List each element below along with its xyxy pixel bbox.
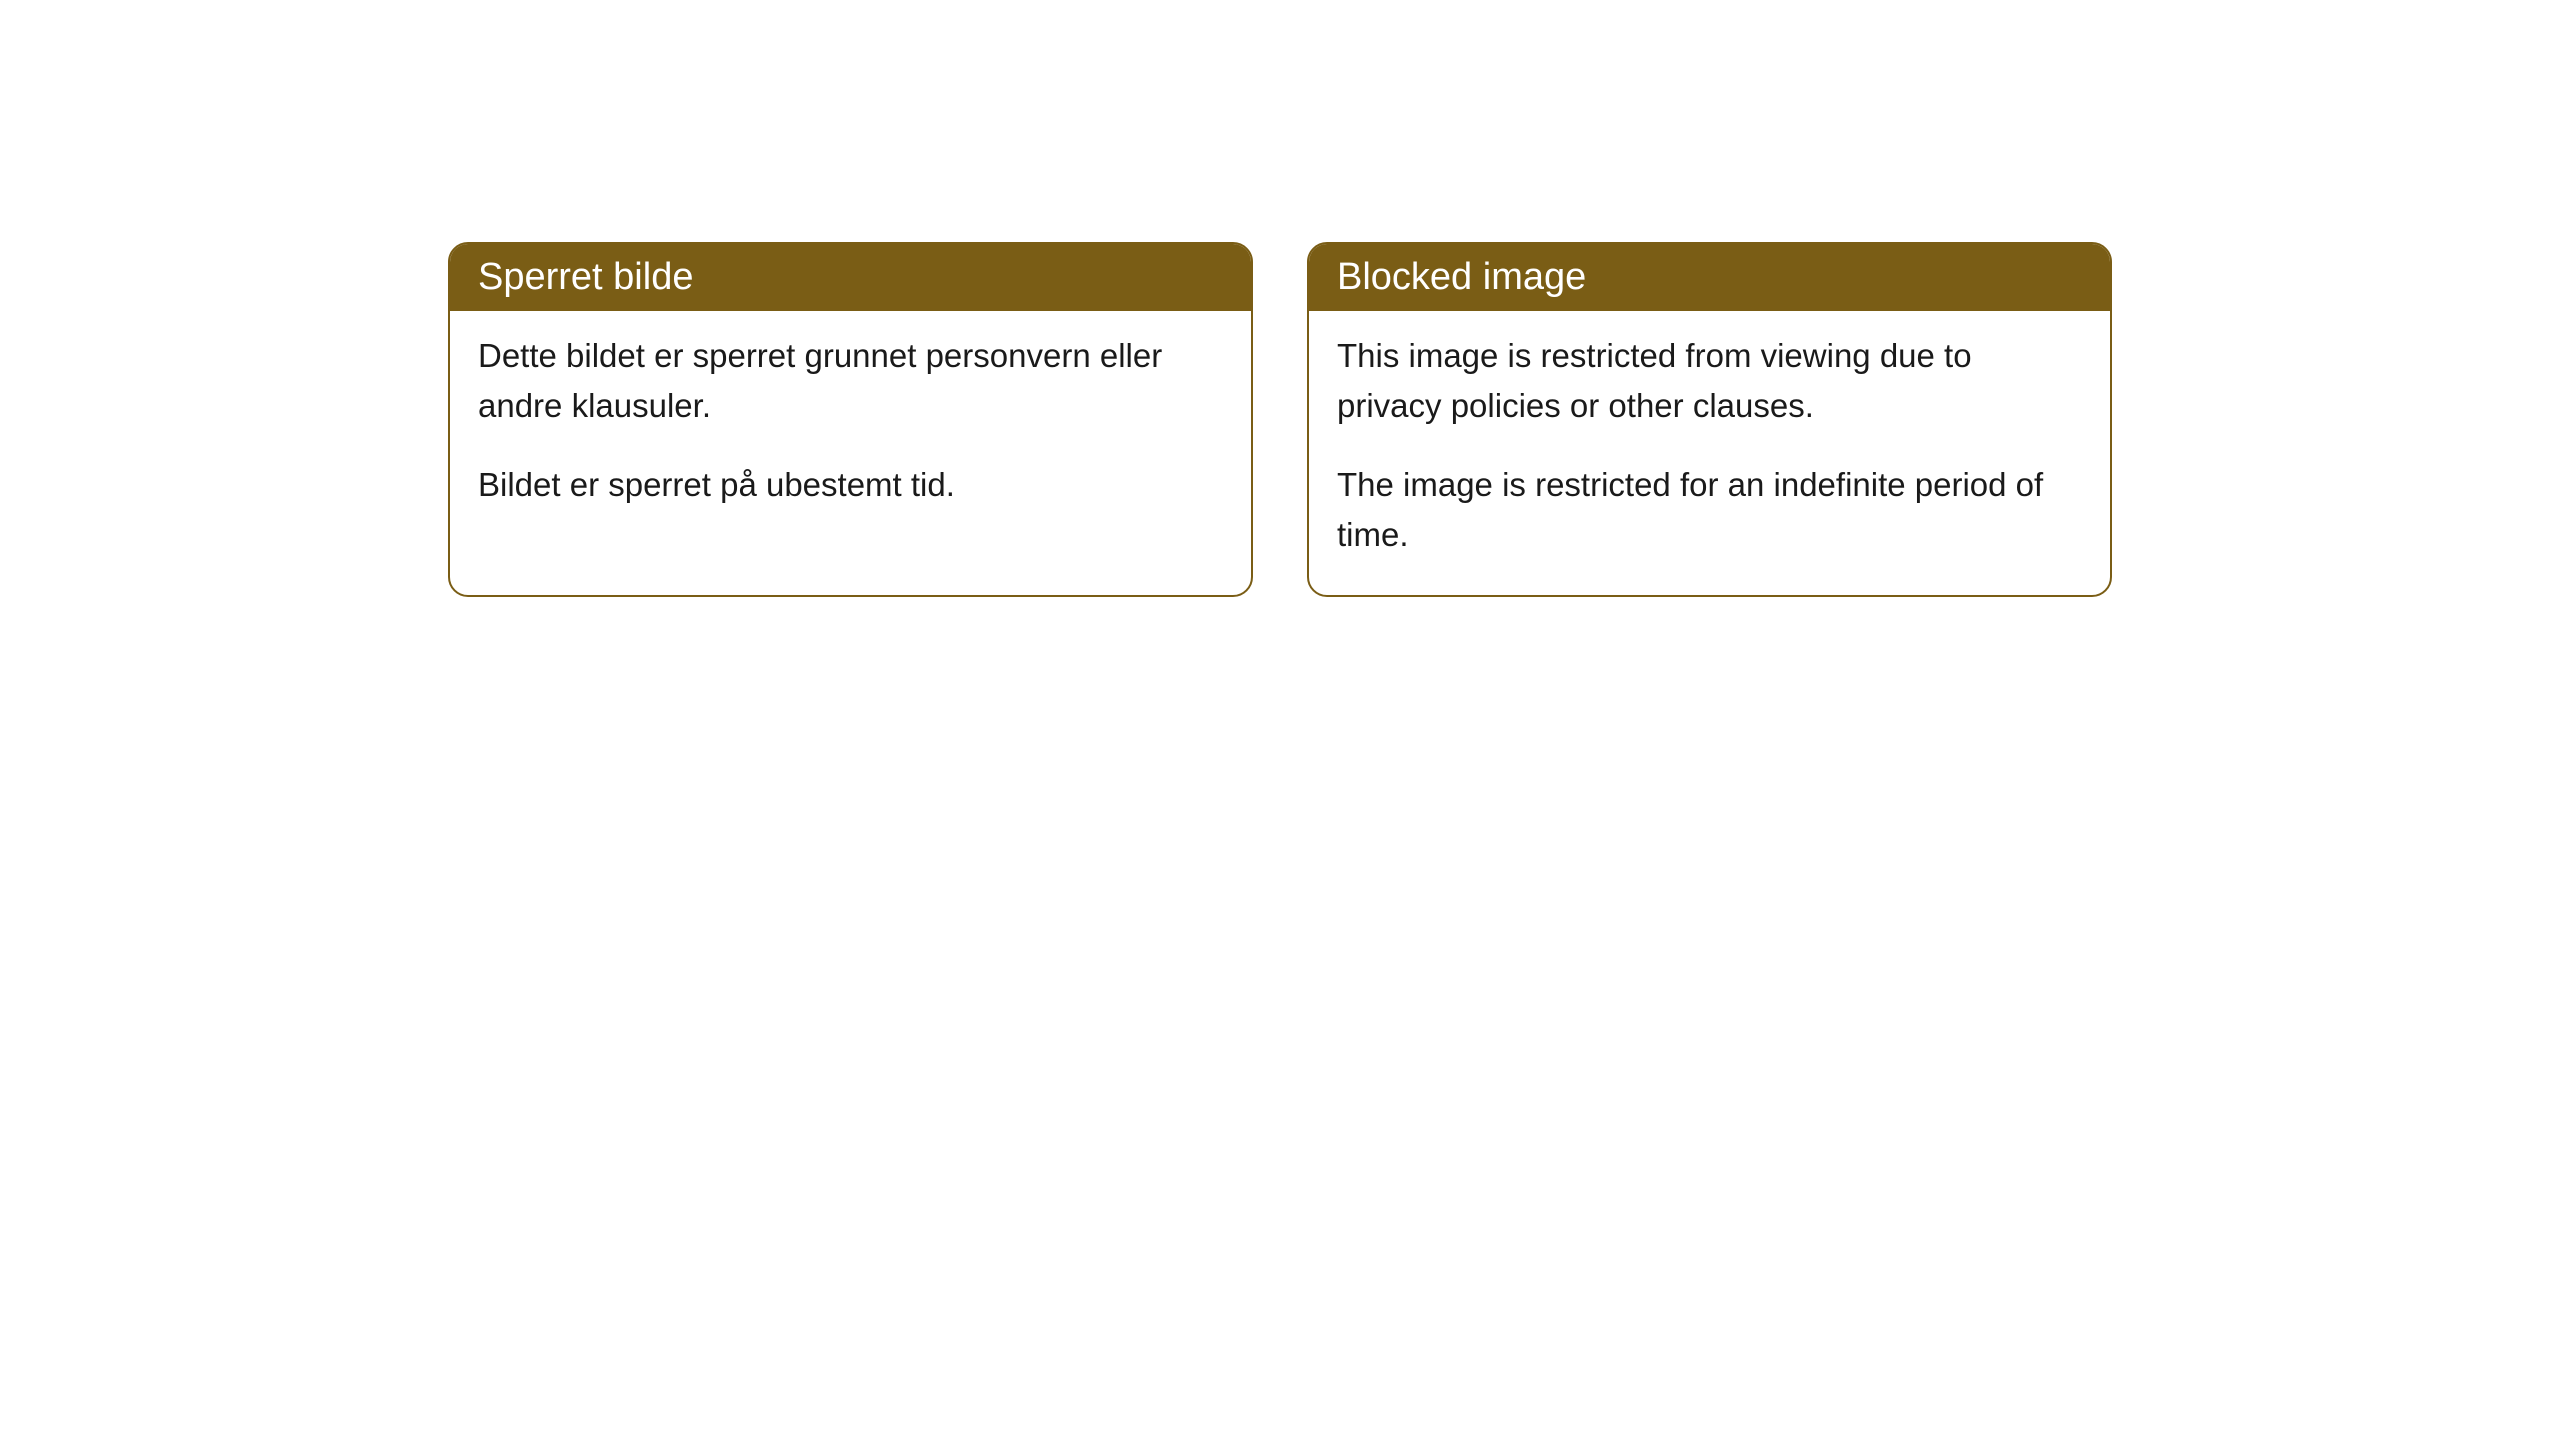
blocked-image-card-norwegian: Sperret bilde Dette bildet er sperret gr… bbox=[448, 242, 1253, 597]
card-body: Dette bildet er sperret grunnet personve… bbox=[450, 311, 1251, 546]
card-paragraph-2: Bildet er sperret på ubestemt tid. bbox=[478, 460, 1223, 510]
notice-cards-container: Sperret bilde Dette bildet er sperret gr… bbox=[0, 0, 2560, 597]
card-title: Sperret bilde bbox=[478, 256, 693, 298]
card-body: This image is restricted from viewing du… bbox=[1309, 311, 2110, 595]
card-paragraph-2: The image is restricted for an indefinit… bbox=[1337, 460, 2082, 559]
blocked-image-card-english: Blocked image This image is restricted f… bbox=[1307, 242, 2112, 597]
card-header: Sperret bilde bbox=[450, 244, 1251, 311]
card-paragraph-1: Dette bildet er sperret grunnet personve… bbox=[478, 331, 1223, 430]
card-paragraph-1: This image is restricted from viewing du… bbox=[1337, 331, 2082, 430]
card-title: Blocked image bbox=[1337, 256, 1586, 298]
card-header: Blocked image bbox=[1309, 244, 2110, 311]
